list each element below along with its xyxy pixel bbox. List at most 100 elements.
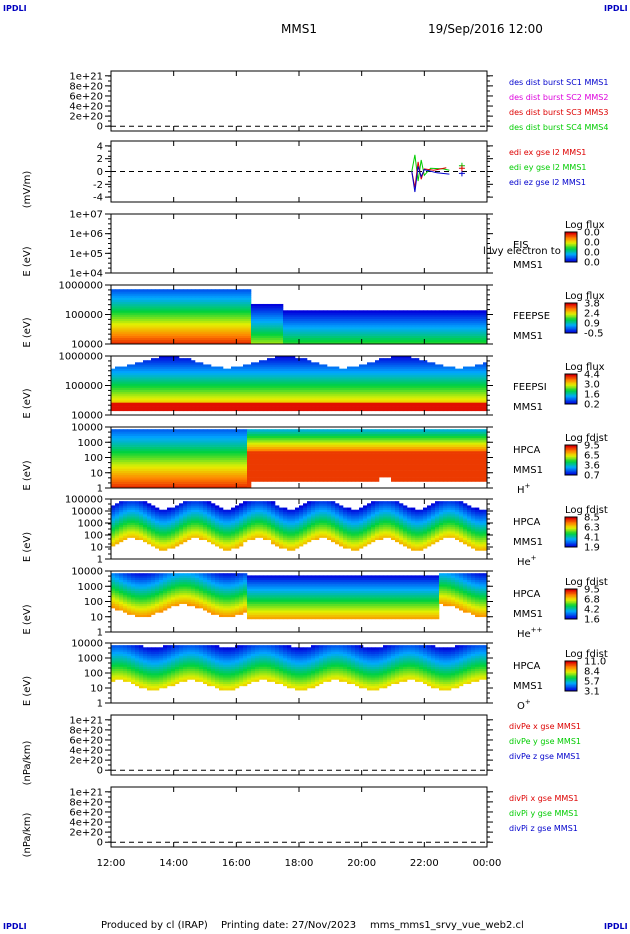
heatmap-cell	[471, 404, 476, 407]
heatmap-cell	[463, 341, 468, 345]
heatmap-cell	[119, 335, 124, 338]
heatmap-cell	[239, 314, 244, 317]
heatmap-cell	[475, 379, 480, 382]
heatmap-cell	[207, 377, 212, 380]
heatmap-cell	[307, 327, 312, 330]
heatmap-cell	[367, 372, 372, 376]
heatmap-cell	[395, 406, 400, 409]
heatmap-cell	[187, 389, 192, 393]
heatmap-cell	[239, 327, 244, 330]
heatmap-cell	[291, 372, 296, 376]
heatmap-cell	[263, 396, 268, 399]
heatmap-cell	[223, 400, 228, 403]
heatmap-cell	[287, 391, 292, 395]
heatmap-cell	[139, 398, 144, 401]
heatmap-cell	[163, 333, 168, 336]
heatmap-cell	[443, 372, 448, 376]
heatmap-cell	[171, 477, 176, 480]
heatmap-cell	[111, 320, 116, 324]
heatmap-cell	[379, 387, 384, 391]
heatmap-cell	[315, 408, 320, 412]
heatmap-cell	[115, 400, 120, 403]
heatmap-cell	[167, 402, 172, 405]
colorbar-segment	[565, 375, 577, 378]
heatmap-cell	[259, 308, 264, 311]
heatmap-cell	[483, 406, 488, 409]
heatmap-cell	[255, 316, 260, 320]
heatmap-cell	[415, 383, 420, 386]
heatmap-cell	[183, 329, 188, 332]
heatmap-cell	[159, 461, 164, 465]
heatmap-cell	[199, 368, 204, 372]
heatmap-cell	[455, 322, 460, 326]
heatmap-cell	[131, 381, 136, 384]
heatmap-cell	[171, 389, 176, 393]
heatmap-cell	[275, 337, 280, 341]
heatmap-cell	[407, 398, 412, 401]
heatmap-cell	[335, 389, 340, 393]
heatmap-cell	[239, 372, 244, 376]
heatmap-cell	[111, 335, 116, 338]
heatmap-cell	[187, 337, 192, 341]
heatmap-cell	[139, 464, 144, 467]
heatmap-cell	[395, 327, 400, 330]
heatmap-cell	[131, 339, 136, 343]
heatmap-cell	[443, 377, 448, 380]
heatmap-cell	[459, 327, 464, 330]
heatmap-cell	[375, 320, 380, 324]
heatmap-cell	[319, 377, 324, 380]
heatmap-cell	[411, 320, 416, 324]
heatmap-cell	[403, 402, 408, 405]
heatmap-cell	[195, 329, 200, 332]
heatmap-cell	[239, 335, 244, 338]
heatmap-cell	[227, 314, 232, 317]
heatmap-cell	[343, 339, 348, 343]
heatmap-cell	[283, 391, 288, 395]
corner-label-top-right: IPDLI	[604, 4, 628, 13]
heatmap-cell	[179, 318, 184, 322]
heatmap-cell	[355, 370, 360, 374]
heatmap-cell	[203, 406, 208, 409]
heatmap-cell	[195, 337, 200, 341]
heatmap-cell	[483, 377, 488, 380]
heatmap-cell	[183, 366, 188, 369]
heatmap-cell	[131, 477, 136, 480]
heatmap-cell	[119, 398, 124, 401]
heatmap-cell	[407, 408, 412, 412]
heatmap-cell	[351, 322, 356, 326]
heatmap-cell	[207, 306, 212, 309]
heatmap-cell	[411, 329, 416, 332]
heatmap-cell	[471, 318, 476, 322]
heatmap-cell	[307, 393, 312, 397]
heatmap-cell	[391, 379, 396, 382]
heatmap-cell	[143, 435, 148, 439]
heatmap-cell	[183, 400, 188, 403]
heatmap-cell	[387, 372, 392, 376]
heatmap-cell	[419, 396, 424, 399]
heatmap-cell	[147, 453, 152, 456]
heatmap-cell	[359, 368, 364, 372]
heatmap-cell	[283, 385, 288, 388]
heatmap-cell	[427, 335, 432, 338]
colorbar-segment	[565, 233, 577, 236]
heatmap-cell	[139, 312, 144, 315]
heatmap-cell	[247, 310, 252, 313]
heatmap-cell	[223, 306, 228, 309]
heatmap-cell	[343, 389, 348, 393]
heatmap-cell	[203, 295, 208, 298]
heatmap-cell	[399, 364, 404, 367]
heatmap-cell	[327, 379, 332, 382]
heatmap-cell	[295, 393, 300, 397]
heatmap-cell	[167, 400, 172, 403]
heatmap-cell	[135, 331, 140, 334]
heatmap-cell	[143, 433, 148, 437]
heatmap-cell	[239, 341, 244, 345]
heatmap-cell	[131, 402, 136, 405]
heatmap-cell	[247, 316, 252, 320]
heatmap-cell	[187, 299, 192, 303]
heatmap-cell	[151, 461, 156, 465]
heatmap-cell	[403, 341, 408, 345]
heatmap-cell	[419, 387, 424, 391]
heatmap-cell	[111, 303, 116, 307]
heatmap-cell	[131, 396, 136, 399]
